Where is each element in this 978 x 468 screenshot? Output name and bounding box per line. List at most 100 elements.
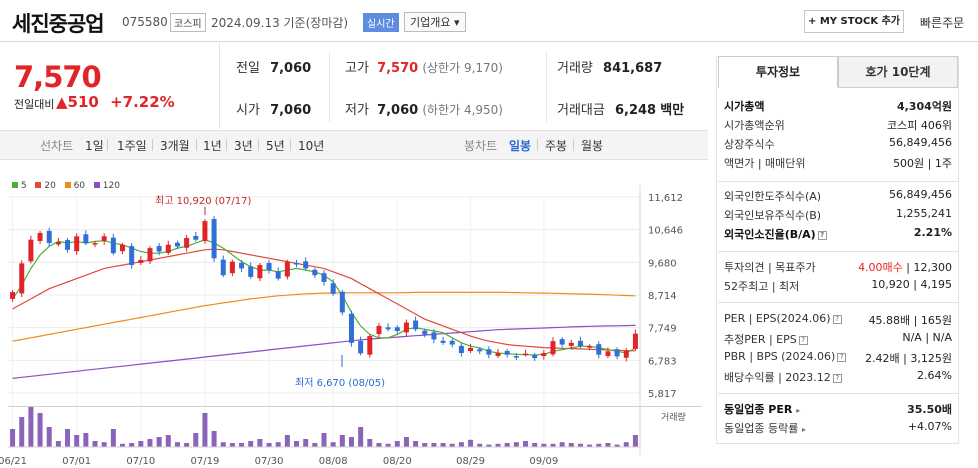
info-row: 외국인보유주식수(B) 1,255,241 xyxy=(724,207,952,222)
info-row: 투자의견 | 목표주가 4.00매수 | 12,300 xyxy=(724,261,952,274)
period-10y[interactable]: 10년 xyxy=(298,139,325,153)
volume-bar xyxy=(119,443,125,447)
candle-body xyxy=(184,237,190,248)
candle-body xyxy=(65,240,71,250)
period-weekly[interactable]: 주봉 xyxy=(545,139,568,153)
period-1w[interactable]: 1주일 xyxy=(117,139,147,153)
add-mystock-button[interactable]: + MY STOCK 추가 xyxy=(804,10,904,33)
volume-bar xyxy=(605,443,611,447)
y-tick-label: 9,680 xyxy=(648,258,677,269)
legend-ma20: 20 xyxy=(44,181,56,191)
current-price: 7,570 xyxy=(14,60,102,94)
candle-body xyxy=(477,349,483,352)
info-icon[interactable]: ? xyxy=(832,374,842,383)
volume-bar xyxy=(532,443,538,447)
info-icon[interactable]: ? xyxy=(798,336,808,345)
candle-body xyxy=(303,261,309,269)
period-monthly[interactable]: 월봉 xyxy=(581,139,604,153)
ma60-swatch xyxy=(64,182,71,188)
candle-body xyxy=(211,219,217,259)
quick-order-link[interactable]: 빠른주문 xyxy=(920,16,965,30)
volume-bar xyxy=(303,439,309,447)
volume-bar xyxy=(623,442,629,447)
candle-body xyxy=(138,259,144,264)
tab-invest-info[interactable]: 투자정보 xyxy=(718,56,838,88)
volume-bar xyxy=(46,427,52,447)
period-5y[interactable]: 5년 xyxy=(266,139,285,153)
tab-order-book[interactable]: 호가 10단계 xyxy=(838,56,958,88)
candle-body xyxy=(376,325,382,335)
candle-body xyxy=(294,263,300,265)
stock-code: 075580 xyxy=(122,15,168,29)
divider xyxy=(537,139,538,151)
candle-body xyxy=(10,292,16,299)
volume-bar xyxy=(376,443,382,447)
candle-body xyxy=(129,246,135,266)
candle-body xyxy=(229,261,235,274)
moving-averages xyxy=(12,239,636,379)
line-chart-button[interactable]: 선차트 xyxy=(40,139,74,153)
candle-body xyxy=(431,332,437,340)
candle-chart-button[interactable]: 봉차트 xyxy=(464,139,498,153)
info-tabs: 투자정보 호가 10단계 xyxy=(718,56,958,88)
ma20-swatch xyxy=(35,182,42,188)
candle-body xyxy=(202,221,208,242)
period-1y[interactable]: 1년 xyxy=(203,139,222,153)
volume-bar xyxy=(523,441,529,447)
candle-body xyxy=(37,232,43,242)
volume-bar xyxy=(431,443,437,447)
volume-bar xyxy=(138,441,144,447)
price-chart[interactable]: 11,612 10,646 9,680 8,714 7,749 6,783 5,817 06… xyxy=(0,185,708,468)
trade-amount: 거래대금 6,248 백만 xyxy=(557,103,685,118)
candle-body xyxy=(46,230,52,244)
candles xyxy=(10,216,638,362)
candle-body xyxy=(541,352,547,357)
realtime-button[interactable]: 실시간 xyxy=(363,13,399,32)
info-icon[interactable]: ? xyxy=(832,315,842,324)
info-icon[interactable]: ? xyxy=(817,231,827,240)
volume-bar xyxy=(413,441,419,447)
candle-body xyxy=(422,330,428,335)
market-badge: 코스피 xyxy=(170,13,206,32)
volume-bar xyxy=(193,433,199,447)
volume-bar xyxy=(211,431,217,447)
candle-body xyxy=(394,327,400,332)
volume-bars xyxy=(8,407,640,448)
period-3y[interactable]: 3년 xyxy=(234,139,253,153)
x-axis-ticks: 06/21 07/01 07/10 07/19 07/30 08/08 08/20 08/29… xyxy=(0,456,558,467)
volume-bar xyxy=(202,413,208,447)
volume-bar xyxy=(358,427,364,447)
info-icon[interactable]: ? xyxy=(837,353,847,362)
ma120-swatch xyxy=(93,182,100,188)
volume: 거래량 841,687 xyxy=(557,61,663,76)
candle-body xyxy=(83,234,89,244)
volume-bar xyxy=(385,443,391,447)
volume-bar xyxy=(257,439,263,447)
candle-body xyxy=(55,242,61,245)
ma20-line xyxy=(12,248,636,352)
volume-bar xyxy=(495,443,501,447)
chevron-right-icon[interactable]: ▸ xyxy=(796,406,801,415)
price-summary xyxy=(0,43,220,129)
chevron-right-icon[interactable]: ▸ xyxy=(801,425,806,434)
volume-bar xyxy=(486,444,492,447)
company-overview-dropdown[interactable]: 기업개요 ▾ xyxy=(404,12,466,32)
period-1d[interactable]: 1일 xyxy=(85,139,104,153)
candle-body xyxy=(486,349,492,355)
volume-bar xyxy=(110,429,116,447)
x-tick-label: 08/08 xyxy=(319,456,348,467)
period-3m[interactable]: 3개월 xyxy=(160,139,190,153)
divider xyxy=(958,56,959,444)
candle-body xyxy=(147,248,153,262)
y-tick-label: 10,646 xyxy=(648,226,683,237)
volume-bar xyxy=(577,443,583,447)
info-row: 외국인한도주식수(A) 56,849,456 xyxy=(724,188,952,203)
candle-body xyxy=(513,356,519,358)
volume-bar xyxy=(101,442,107,447)
volume-bar xyxy=(312,443,318,447)
info-row: PBR | BPS (2024.06)? 2.42배 | 3,125원 xyxy=(724,350,952,365)
divider xyxy=(718,302,958,303)
period-daily[interactable]: 일봉 xyxy=(509,139,532,153)
divider xyxy=(546,52,547,122)
low-price: 저가 7,060 (하한가 4,950) xyxy=(345,103,503,118)
